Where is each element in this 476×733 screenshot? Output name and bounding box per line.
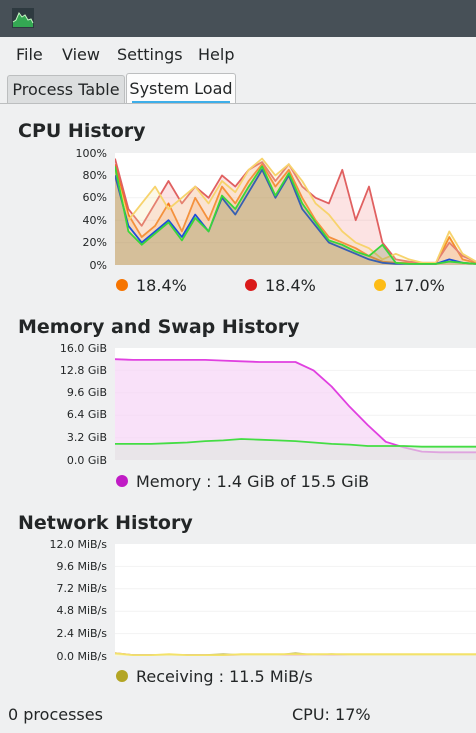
network-ytick: 7.2 MiB/s: [56, 582, 107, 595]
cpu-legend-3: 17.0%: [374, 276, 445, 295]
menu-help[interactable]: Help: [198, 45, 235, 64]
menu-bar: File View Settings Help: [0, 37, 476, 71]
swap-series-line: [115, 438, 476, 448]
cpu-series-3-line: [115, 157, 476, 264]
cpu-usage-status: CPU: 17%: [292, 705, 371, 724]
memory-ytick: 3.2 GiB: [66, 431, 107, 444]
cpu-legend-swatch: [245, 278, 257, 291]
menu-settings[interactable]: Settings: [117, 45, 183, 64]
cpu-ytick: 60%: [82, 191, 107, 204]
memory-legend-value: Memory : 1.4 GiB of 15.5 GiB: [136, 472, 370, 491]
cpu-legend-value: 18.4%: [265, 276, 316, 295]
network-legend-swatch: [116, 669, 128, 682]
cpu-ytick: 20%: [82, 236, 107, 249]
process-count-status: 0 processes: [8, 705, 103, 724]
tab-process-table[interactable]: Process Table: [7, 75, 125, 103]
network-history-title: Network History: [18, 512, 193, 534]
cpu-series-5-line: [115, 165, 476, 265]
tab-bar: Process Table System Load: [0, 71, 476, 104]
title-bar: [0, 0, 476, 37]
cpu-series-3-area: [115, 158, 476, 265]
cpu-legend-swatch: [374, 278, 386, 291]
cpu-history-chart: [115, 157, 476, 265]
memory-ytick: 9.6 GiB: [66, 386, 107, 399]
cpu-legend-value: 17.0%: [394, 276, 445, 295]
memory-history-plot: [115, 348, 476, 460]
cpu-legend-value: 18.4%: [136, 276, 187, 295]
cpu-series-2-area: [115, 158, 476, 265]
cpu-ytick: 100%: [75, 147, 107, 160]
cpu-ytick: 0%: [89, 259, 107, 272]
tab-process-table-label: Process Table: [12, 80, 120, 99]
memory-ytick: 6.4 GiB: [66, 408, 107, 421]
system-monitor-icon: [12, 8, 34, 28]
network-legend-value: Receiving : 11.5 MiB/s: [136, 667, 313, 686]
cpu-history-title: CPU History: [18, 120, 146, 142]
network-receiving-line: [115, 652, 476, 656]
tab-content-border: [0, 103, 476, 104]
active-tab-indicator: [132, 101, 230, 103]
network-ytick: 12.0 MiB/s: [49, 538, 107, 551]
cpu-legend-swatch: [116, 278, 128, 291]
cpu-ytick: 40%: [82, 214, 107, 227]
cpu-series-2-line: [115, 158, 476, 264]
menu-file[interactable]: File: [16, 45, 43, 64]
network-ytick: 9.6 MiB/s: [56, 560, 107, 573]
tab-system-load[interactable]: System Load: [126, 73, 236, 103]
network-ytick: 0.0 MiB/s: [56, 650, 107, 663]
network-legend: Receiving : 11.5 MiB/s: [116, 667, 313, 686]
cpu-ytick: 80%: [82, 169, 107, 182]
memory-ytick: 12.8 GiB: [59, 364, 107, 377]
network-ytick: 4.8 MiB/s: [56, 604, 107, 617]
memory-series-area: [115, 359, 476, 460]
cpu-legend-2: 18.4%: [245, 276, 316, 295]
memory-legend: Memory : 1.4 GiB of 15.5 GiB: [116, 472, 369, 491]
memory-history-chart: [115, 358, 476, 460]
memory-ytick: 16.0 GiB: [59, 342, 107, 355]
cpu-series-1-area: [115, 164, 476, 265]
memory-ytick: 0.0 GiB: [66, 454, 107, 467]
network-history-chart: [115, 565, 476, 656]
tab-system-load-label: System Load: [129, 79, 233, 98]
network-ytick: 2.4 MiB/s: [56, 627, 107, 640]
memory-history-title: Memory and Swap History: [18, 316, 300, 338]
network-history-plot: [115, 544, 476, 656]
cpu-legend-1: 18.4%: [116, 276, 187, 295]
cpu-history-plot: [115, 153, 476, 265]
cpu-series-5-area: [115, 166, 476, 265]
swap-series-area: [115, 439, 476, 460]
memory-legend-swatch: [116, 474, 128, 487]
menu-view[interactable]: View: [62, 45, 100, 64]
